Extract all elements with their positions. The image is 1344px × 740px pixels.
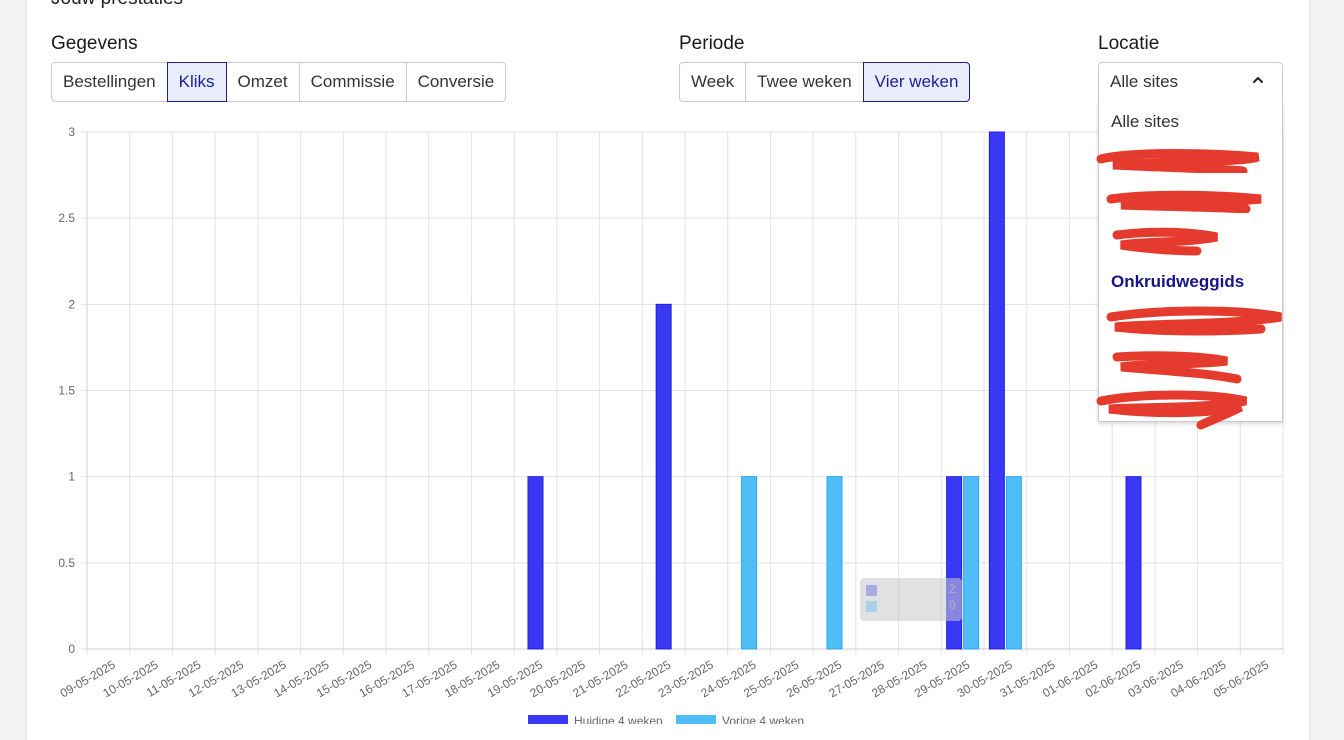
bar-previous (1005, 476, 1022, 650)
dropdown-option-redacted-5[interactable] (1107, 349, 1247, 387)
periode-button-group: Week Twee weken Vier weken (679, 62, 971, 102)
dropdown-option-redacted-2[interactable] (1101, 189, 1271, 213)
y-tick-label: 1.5 (58, 384, 75, 398)
locatie-dropdown-menu: Alle sites Onkruidweggids (1096, 101, 1283, 430)
gegevens-option-bestellingen[interactable]: Bestellingen (51, 62, 168, 102)
legend-label: Vorige 4 weken (722, 714, 804, 724)
legend-swatch (676, 715, 716, 724)
bar-previous (741, 476, 758, 650)
dropdown-option-onkruidweggids[interactable]: Onkruidweggids (1111, 272, 1245, 291)
bar-current (946, 476, 963, 650)
gegevens-label: Gegevens (51, 33, 138, 54)
gegevens-option-commissie[interactable]: Commissie (298, 62, 407, 102)
locatie-label: Locatie (1098, 33, 1160, 54)
gegevens-option-conversie[interactable]: Conversie (405, 62, 507, 102)
tooltip-current-swatch (866, 585, 877, 596)
y-tick-label: 3 (68, 125, 75, 139)
tooltip-current-value: 2 (949, 582, 956, 596)
y-tick-label: 2.5 (58, 211, 75, 225)
y-tick-label: 0 (68, 642, 75, 656)
periode-option-vier-weken[interactable]: Vier weken (862, 62, 971, 102)
periode-label: Periode (679, 33, 745, 54)
dropdown-option-redacted-6[interactable] (1091, 387, 1261, 431)
chevron-up-icon (1253, 77, 1263, 83)
y-tick-label: 1 (68, 470, 75, 484)
bar-previous (963, 476, 980, 650)
dropdown-option-redacted-3[interactable] (1107, 225, 1227, 257)
clicks-bar-chart: 00.511.522.5309-05-202510-05-202511-05-2… (58, 125, 1284, 724)
bar-current (655, 303, 672, 650)
bar-current (527, 476, 544, 650)
tooltip-previous-value: 0 (949, 598, 956, 612)
bar-current (1125, 476, 1142, 650)
dropdown-option-alle-sites[interactable]: Alle sites (1111, 112, 1180, 131)
section-title: Jouw prestaties (51, 0, 183, 10)
y-tick-label: 2 (68, 297, 75, 311)
gegevens-button-group: Bestellingen Kliks Omzet Commissie Conve… (51, 62, 507, 102)
chart-tooltip: 2 0 (860, 578, 962, 621)
bar-current (988, 131, 1005, 650)
locatie-select-value: Alle sites (1110, 72, 1179, 91)
legend-swatch (528, 715, 568, 724)
locatie-select[interactable]: Alle sites (1098, 62, 1283, 102)
legend-label: Huidige 4 weken (574, 714, 663, 724)
y-tick-label: 0.5 (58, 556, 75, 570)
bar-previous (826, 476, 843, 650)
tooltip-previous-swatch (866, 601, 877, 612)
gegevens-option-kliks[interactable]: Kliks (166, 62, 227, 102)
dropdown-option-redacted-1[interactable] (1093, 149, 1283, 173)
dropdown-option-redacted-4[interactable] (1101, 305, 1291, 339)
